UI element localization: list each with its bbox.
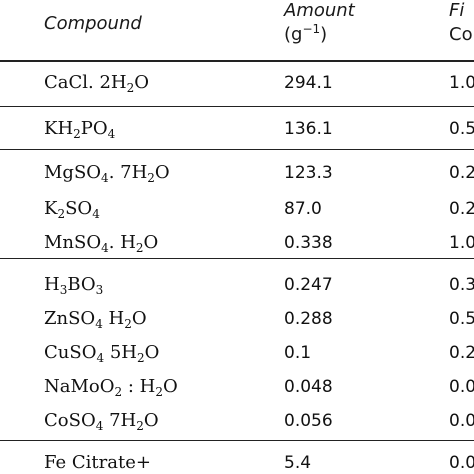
formula-subscript: 2 <box>57 207 66 221</box>
formula-text: NaMoO <box>44 376 115 397</box>
formula-text: O <box>131 308 147 329</box>
amount-cell: 0.056 <box>284 411 333 431</box>
formula-text: KH <box>44 118 74 139</box>
formula-text: H <box>102 308 125 329</box>
formula-text: K <box>44 198 58 219</box>
amount-cell: 294.1 <box>284 73 333 93</box>
formula-subscript: 4 <box>107 127 116 141</box>
header-final: Fi <box>449 0 465 21</box>
formula-subscript: 2 <box>73 127 81 141</box>
formula-text: H <box>44 274 60 295</box>
final-cell: 1.0 <box>449 73 474 93</box>
formula-subscript: 2 <box>147 171 155 185</box>
final-cell: 0.2 <box>449 199 474 219</box>
formula-subscript: 3 <box>95 283 104 297</box>
group-rule-2 <box>0 149 474 150</box>
formula-text: O <box>163 376 178 397</box>
formula-subscript: 2 <box>136 351 145 365</box>
formula-subscript: 2 <box>136 419 144 433</box>
formula-text: . 7H <box>108 162 148 183</box>
compound-cell: ZnSO4 H2O <box>44 308 147 331</box>
header-amount-unit-base: (g <box>284 24 303 45</box>
formula-text: O <box>143 410 159 431</box>
header-compound: Compound <box>44 13 142 34</box>
final-cell: 0.0 <box>449 377 474 397</box>
header-final-line2: Co <box>449 24 473 45</box>
amount-cell: 0.247 <box>284 275 333 295</box>
amount-cell: 123.3 <box>284 163 333 183</box>
final-cell: 0.3 <box>449 275 474 295</box>
compound-cell: CuSO4 5H2O <box>44 342 160 365</box>
group-rule-4 <box>0 440 474 441</box>
table-header: Compound Amount (g−1) Fi Co <box>0 0 474 60</box>
header-amount-unit: (g−1) <box>284 22 328 45</box>
formula-subscript: 2 <box>126 81 135 95</box>
header-amount-unit-exp: −1 <box>302 22 321 36</box>
formula-subscript: 2 <box>114 385 123 399</box>
header-rule <box>0 60 474 62</box>
formula-subscript: 4 <box>96 351 105 365</box>
amount-cell: 0.338 <box>284 233 333 253</box>
compound-cell: CaCl. 2H2O <box>44 72 150 95</box>
formula-text: Fe Citrate+ <box>44 452 151 473</box>
group-rule-1 <box>0 106 474 107</box>
formula-text: O <box>154 162 170 183</box>
final-cell: 0.5 <box>449 119 474 139</box>
compound-cell: H3BO3 <box>44 274 104 297</box>
compound-cell: K2SO4 <box>44 198 100 221</box>
formula-text: 5H <box>104 342 137 363</box>
compound-cell: MnSO4. H2O <box>44 232 159 255</box>
formula-subscript: 4 <box>101 171 109 185</box>
formula-text: 7H <box>103 410 137 431</box>
formula-text: O <box>134 72 150 93</box>
formula-text: MnSO <box>44 232 102 253</box>
formula-text: CaCl. 2H <box>44 72 127 93</box>
final-cell: 0.2 <box>449 163 474 183</box>
formula-subscript: 2 <box>155 385 164 399</box>
amount-cell: 5.4 <box>284 453 312 473</box>
formula-text: O <box>144 342 160 363</box>
formula-subscript: 4 <box>101 241 109 255</box>
final-cell: 0.5 <box>449 309 474 329</box>
formula-subscript: 4 <box>95 419 104 433</box>
final-cell: 1.0 <box>449 233 474 253</box>
amount-cell: 0.288 <box>284 309 333 329</box>
formula-text: CoSO <box>44 410 96 431</box>
header-amount-unit-close: ) <box>320 24 328 45</box>
group-rule-3 <box>0 258 474 259</box>
formula-text: MgSO <box>44 162 102 183</box>
formula-text: CuSO <box>44 342 97 363</box>
formula-subscript: 3 <box>59 283 68 297</box>
final-cell: 0.2 <box>449 343 474 363</box>
formula-text: : H <box>122 376 156 397</box>
formula-subscript: 4 <box>92 207 100 221</box>
formula-text: O <box>143 232 159 253</box>
formula-text: BO <box>67 274 96 295</box>
amount-cell: 136.1 <box>284 119 333 139</box>
final-cell: 0.0 <box>449 453 474 473</box>
compound-cell: CoSO4 7H2O <box>44 410 159 433</box>
compound-cell: Fe Citrate+ <box>44 452 151 473</box>
formula-subscript: 2 <box>135 241 144 255</box>
formula-subscript: 4 <box>95 317 103 331</box>
header-amount: Amount <box>284 0 355 21</box>
formula-text: PO <box>80 118 108 139</box>
formula-text: ZnSO <box>44 308 96 329</box>
amount-cell: 0.048 <box>284 377 333 397</box>
compound-cell: MgSO4. 7H2O <box>44 162 170 185</box>
formula-text: . H <box>108 232 136 253</box>
final-cell: 0.0 <box>449 411 474 431</box>
amount-cell: 0.1 <box>284 343 312 363</box>
compound-cell: KH2PO4 <box>44 118 116 141</box>
formula-subscript: 2 <box>124 317 132 331</box>
amount-cell: 87.0 <box>284 199 322 219</box>
formula-text: SO <box>65 198 93 219</box>
compound-cell: NaMoO2 : H2O <box>44 376 178 399</box>
